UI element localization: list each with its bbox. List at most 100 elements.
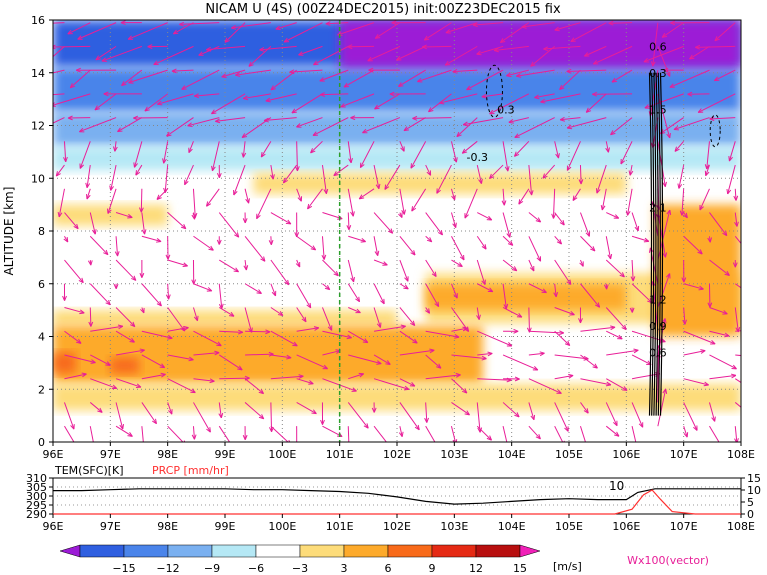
wind-vector (734, 378, 741, 384)
wind-vector-head (216, 341, 222, 347)
wind-vector (347, 259, 355, 283)
wind-vector (477, 330, 513, 347)
wind-vector (554, 283, 557, 297)
wind-vector (140, 188, 143, 213)
wind-vector (669, 69, 710, 88)
wind-vector-head (628, 170, 634, 176)
wind-vector-head (127, 213, 133, 219)
wind-vector-head (218, 412, 224, 419)
wind-vector (218, 402, 222, 418)
colorbar-cell (519, 544, 541, 558)
wind-vector-head (216, 239, 222, 245)
wind-vector (313, 45, 349, 66)
wind-vector-head (191, 279, 197, 285)
wind-vector-head (87, 260, 93, 266)
wind-vector (90, 378, 117, 389)
wind-vector (450, 141, 457, 163)
wind-vector-head (530, 61, 536, 67)
wind-vector (631, 354, 652, 366)
wind-vector-head (454, 333, 460, 339)
wind-vector-head (79, 163, 84, 169)
wind-vector-head (291, 108, 297, 114)
wind-vector (167, 212, 187, 230)
wind-vector (476, 259, 486, 285)
wind-vector (674, 140, 685, 152)
shading-band (53, 325, 483, 384)
wind-vector-head (284, 279, 290, 286)
wind-vector (580, 326, 616, 332)
wind-vector-head (181, 85, 187, 90)
wind-vector (347, 402, 369, 429)
surface-panel: TEM(SFC)[K] PRCP [mm/hr] 10 290295300305… (26, 464, 761, 533)
wind-vector (322, 350, 341, 356)
wind-vector (270, 307, 284, 316)
wind-vector-head (722, 230, 728, 237)
x-tick-label: 106E (612, 448, 640, 461)
x-tick-label: 105E (555, 448, 583, 461)
wind-vector (107, 188, 117, 214)
wind-vector (296, 307, 307, 323)
wind-vector-head (368, 67, 374, 73)
wind-vector (502, 212, 511, 238)
wind-vector (248, 46, 272, 67)
wind-vector-head (424, 417, 429, 423)
wind-vector (554, 330, 571, 346)
wind-vector (584, 45, 607, 57)
wind-vector (67, 22, 91, 35)
wind-vector (425, 235, 433, 243)
wind-vector (340, 93, 375, 108)
wind-vector (734, 283, 741, 289)
surface-x-tick-label: 97E (100, 520, 121, 533)
wind-vector (450, 426, 456, 442)
surface-x-tick-label: 103E (440, 520, 468, 533)
wind-vector-head (221, 73, 227, 78)
wind-vector-head (487, 287, 494, 293)
wind-vector (206, 45, 246, 51)
wind-vector (141, 426, 144, 442)
wind-vector-head (711, 416, 716, 422)
wind-vector-head (62, 295, 67, 301)
wind-vector-head (481, 355, 487, 361)
wind-vector-head (25, 77, 30, 81)
wind-vector (322, 307, 333, 331)
wind-vector (570, 22, 607, 42)
wind-vector-head (425, 308, 431, 314)
wind-vector-head (288, 439, 291, 442)
wind-vector-head (412, 338, 418, 344)
wind-vector-head (233, 190, 238, 196)
wind-vector-head (707, 237, 713, 243)
wind-vector (291, 93, 323, 114)
wind-vector-head (530, 414, 536, 421)
wind-vector-head (270, 174, 275, 180)
wind-vector-head (459, 254, 465, 261)
wind-vector-head (695, 44, 701, 50)
wind-vector-head (714, 36, 720, 42)
wind-vector-head (90, 359, 96, 364)
wind-vector (359, 141, 375, 168)
wind-vector-head (583, 408, 589, 414)
wind-vector (79, 141, 91, 169)
wind-vector (417, 69, 452, 83)
wind-vector (53, 45, 91, 48)
wind-vector (528, 212, 541, 223)
wind-vector-head (570, 37, 576, 43)
wind-vector (167, 283, 170, 300)
wind-vector-head (198, 51, 204, 56)
wind-vector-head (526, 327, 532, 333)
wind-vector (321, 164, 327, 194)
wind-vector (325, 22, 349, 25)
wind-vector (298, 45, 323, 56)
wind-vector-head (86, 194, 91, 200)
wind-vector-head (270, 85, 276, 91)
wind-vector (115, 330, 135, 343)
wind-vector (644, 93, 684, 109)
wind-vector-head (681, 277, 687, 283)
wind-vector-head (256, 289, 262, 295)
wind-vector-head (464, 326, 470, 332)
colorbar-cell (387, 544, 433, 558)
wind-vector-head (308, 380, 314, 385)
wind-vector (506, 69, 529, 77)
x-tick-label: 99E (215, 448, 236, 461)
wind-vector (423, 22, 452, 41)
wind-vector-head (234, 232, 240, 238)
